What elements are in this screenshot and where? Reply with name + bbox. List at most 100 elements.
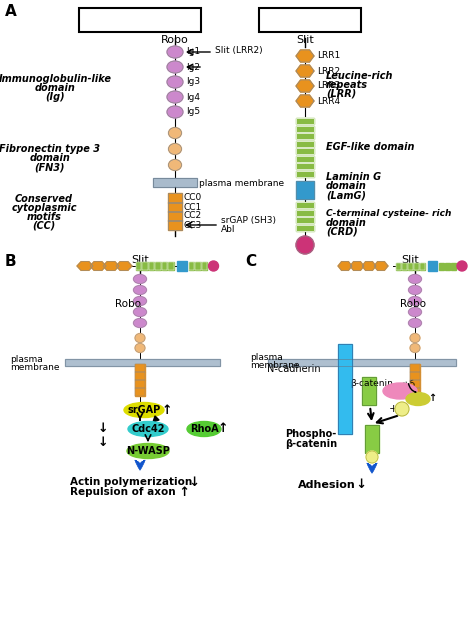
Text: Immunoglobulin-like: Immunoglobulin-like xyxy=(0,74,111,84)
Ellipse shape xyxy=(128,422,168,436)
Circle shape xyxy=(457,261,467,271)
Bar xyxy=(428,261,437,271)
Ellipse shape xyxy=(187,422,221,436)
Text: A: A xyxy=(5,4,17,19)
Bar xyxy=(135,388,145,396)
Bar xyxy=(143,262,148,270)
Bar xyxy=(296,163,314,169)
Ellipse shape xyxy=(409,286,421,295)
Text: ↓: ↓ xyxy=(98,436,108,449)
Text: LRR4: LRR4 xyxy=(317,96,340,105)
Text: Ig3: Ig3 xyxy=(186,77,200,86)
Bar xyxy=(365,425,379,453)
Text: β-catenin: β-catenin xyxy=(350,378,393,387)
Bar xyxy=(296,171,314,176)
Text: Robo: Robo xyxy=(115,299,141,309)
Bar xyxy=(410,364,420,372)
Circle shape xyxy=(366,451,378,463)
Bar xyxy=(268,358,456,366)
Text: C-terminal cysteine- rich: C-terminal cysteine- rich xyxy=(326,210,451,219)
Circle shape xyxy=(296,236,314,254)
Ellipse shape xyxy=(410,334,420,343)
Text: ↑: ↑ xyxy=(162,403,172,417)
Bar xyxy=(195,262,201,270)
Text: B: B xyxy=(5,254,17,269)
Text: ↓: ↓ xyxy=(352,479,367,491)
Ellipse shape xyxy=(168,160,182,171)
Bar xyxy=(168,211,182,221)
Bar xyxy=(65,358,220,366)
Text: Ig4: Ig4 xyxy=(186,93,200,102)
Text: Fibronectin type 3: Fibronectin type 3 xyxy=(0,144,100,154)
Ellipse shape xyxy=(135,334,145,343)
Text: Cdc42: Cdc42 xyxy=(131,424,165,434)
Bar xyxy=(296,141,314,146)
Polygon shape xyxy=(103,261,119,270)
Bar xyxy=(296,181,314,199)
Text: srGAP (SH3): srGAP (SH3) xyxy=(221,217,276,226)
Bar xyxy=(362,377,376,405)
Text: C: C xyxy=(245,254,256,269)
Polygon shape xyxy=(296,95,314,107)
Text: Abl: Abl xyxy=(221,226,236,235)
Ellipse shape xyxy=(409,296,421,305)
Text: EGF-like domain: EGF-like domain xyxy=(326,142,414,152)
Bar xyxy=(189,262,194,270)
Text: plasma: plasma xyxy=(250,353,283,362)
Text: domain: domain xyxy=(35,83,75,93)
Bar xyxy=(168,262,174,270)
Text: P: P xyxy=(399,404,405,413)
Bar xyxy=(414,263,419,270)
Bar xyxy=(296,217,314,223)
Ellipse shape xyxy=(167,106,183,118)
Ellipse shape xyxy=(134,286,146,295)
Text: (LRR): (LRR) xyxy=(326,89,356,99)
Bar xyxy=(168,202,182,212)
Text: cytoplasmic: cytoplasmic xyxy=(11,203,77,213)
Bar xyxy=(296,141,314,146)
Bar xyxy=(396,263,401,270)
Bar xyxy=(296,202,314,208)
FancyBboxPatch shape xyxy=(259,8,361,32)
Bar xyxy=(420,263,425,270)
Text: plasma: plasma xyxy=(10,355,43,364)
Bar xyxy=(155,262,161,270)
Ellipse shape xyxy=(167,91,183,103)
Polygon shape xyxy=(116,261,132,270)
Text: N-cadherin: N-cadherin xyxy=(267,364,320,374)
Text: Conserved: Conserved xyxy=(15,194,73,204)
Bar xyxy=(135,388,145,396)
Ellipse shape xyxy=(410,344,420,353)
Text: Repulsion of axon: Repulsion of axon xyxy=(70,487,176,497)
Bar xyxy=(135,380,145,388)
Bar xyxy=(296,133,314,139)
Bar xyxy=(296,133,314,139)
Polygon shape xyxy=(350,261,364,270)
Bar xyxy=(410,380,420,388)
Bar xyxy=(65,358,220,366)
Bar xyxy=(451,263,456,270)
Bar xyxy=(296,202,314,208)
Bar xyxy=(408,263,413,270)
Bar xyxy=(168,193,182,203)
FancyBboxPatch shape xyxy=(79,8,201,32)
Bar xyxy=(296,217,314,223)
Text: CC2: CC2 xyxy=(184,212,202,220)
Bar xyxy=(362,377,376,405)
Text: N-WASP: N-WASP xyxy=(126,446,170,456)
Text: ↓: ↓ xyxy=(185,475,200,488)
Bar xyxy=(168,220,182,230)
Bar xyxy=(162,262,167,270)
Text: motifs: motifs xyxy=(27,212,62,222)
Bar xyxy=(296,148,314,154)
Bar xyxy=(162,262,167,270)
Polygon shape xyxy=(374,261,388,270)
FancyArrowPatch shape xyxy=(409,384,416,392)
Bar xyxy=(135,364,145,372)
Bar xyxy=(135,372,145,380)
Text: Phospho-: Phospho- xyxy=(285,429,336,439)
Ellipse shape xyxy=(135,344,145,353)
Bar xyxy=(296,155,314,162)
Bar xyxy=(195,262,201,270)
Ellipse shape xyxy=(409,318,421,328)
